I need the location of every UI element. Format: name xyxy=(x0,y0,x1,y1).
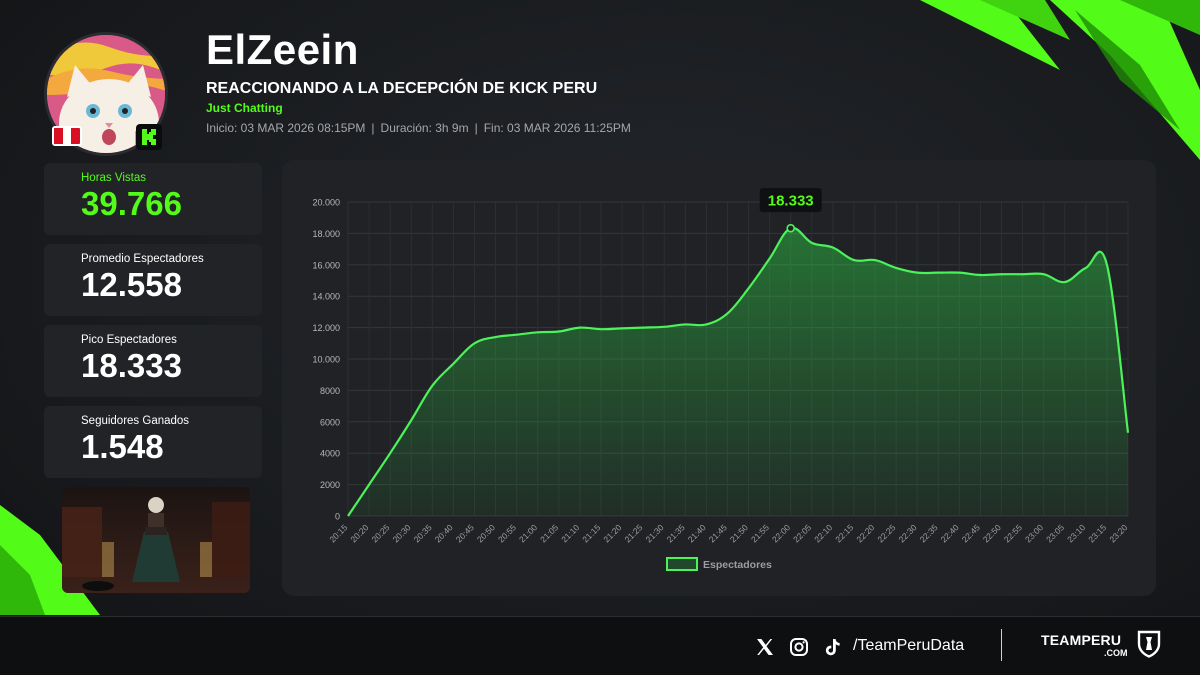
y-tick-label: 4000 xyxy=(320,449,340,459)
x-tick-label: 21:40 xyxy=(686,522,708,544)
stat-label: Seguidores Ganados xyxy=(81,415,190,427)
x-tick-label: 21:35 xyxy=(665,522,687,544)
x-tick-label: 22:10 xyxy=(812,522,834,544)
stat-label: Pico Espectadores xyxy=(81,334,177,346)
x-tick-label: 21:45 xyxy=(707,522,729,544)
y-tick-label: 16.000 xyxy=(312,260,340,270)
stream-title: REACCIONANDO A LA DECEPCIÓN DE KICK PERU xyxy=(206,80,598,97)
instagram-icon[interactable] xyxy=(789,637,809,657)
cat-avatar-icon xyxy=(47,35,165,153)
x-tick-label: 23:20 xyxy=(1107,522,1129,544)
legend-label[interactable]: Espectadores xyxy=(703,559,772,571)
separator: | xyxy=(371,121,375,135)
x-tick-label: 22:50 xyxy=(981,522,1003,544)
peak-label: 18.333 xyxy=(768,193,814,210)
x-tick-label: 22:40 xyxy=(939,522,961,544)
x-tick-label: 21:25 xyxy=(622,522,644,544)
separator: | xyxy=(474,121,478,135)
x-tick-label: 22:25 xyxy=(875,522,897,544)
x-tick-label: 21:50 xyxy=(728,522,750,544)
x-tick-label: 23:10 xyxy=(1065,522,1087,544)
x-tick-label: 20:45 xyxy=(454,522,476,544)
stat-value: 39.766 xyxy=(81,185,182,222)
y-tick-label: 0 xyxy=(335,512,340,522)
stream-end: Fin: 03 MAR 2026 11:25PM xyxy=(483,121,631,135)
brand-name: TEAMPERU xyxy=(1041,632,1122,648)
stat-card-hours-watched: Horas Vistas 39.766 xyxy=(44,163,262,235)
y-tick-label: 18.000 xyxy=(312,229,340,239)
stat-card-peak-viewers: Pico Espectadores 18.333 xyxy=(44,325,262,397)
x-tick-label: 22:15 xyxy=(833,522,855,544)
stream-start: Inicio: 03 MAR 2026 08:15PM xyxy=(206,121,366,135)
x-tick-label: 20:15 xyxy=(327,522,349,544)
stat-value: 12.558 xyxy=(81,266,182,303)
x-tick-label: 20:20 xyxy=(348,522,370,544)
x-tick-label: 22:45 xyxy=(960,522,982,544)
x-tick-label: 22:20 xyxy=(854,522,876,544)
peru-flag-icon xyxy=(52,126,82,146)
x-tick-label: 21:05 xyxy=(538,522,560,544)
y-tick-label: 20.000 xyxy=(312,198,340,208)
series-line-espectadores xyxy=(347,226,1130,517)
x-tick-label: 20:35 xyxy=(412,522,434,544)
brand-domain: .COM xyxy=(1104,648,1128,658)
peak-label-box xyxy=(759,188,822,213)
x-tick-label: 20:30 xyxy=(391,522,413,544)
x-tick-label: 23:00 xyxy=(1023,522,1045,544)
tiktok-icon[interactable] xyxy=(822,637,842,657)
x-tick-label: 23:05 xyxy=(1044,522,1066,544)
y-tick-label: 8000 xyxy=(320,386,340,396)
peak-point xyxy=(786,223,796,233)
x-tick-label: 20:40 xyxy=(433,522,455,544)
x-tick-label: 20:50 xyxy=(475,522,497,544)
footer-divider xyxy=(1001,629,1002,661)
stat-label: Promedio Espectadores xyxy=(81,253,204,265)
x-tick-label: 21:20 xyxy=(601,522,623,544)
y-tick-label: 10.000 xyxy=(312,355,340,365)
x-tick-label: 22:30 xyxy=(896,522,918,544)
stat-value: 1.548 xyxy=(81,428,164,465)
x-tick-label: 21:15 xyxy=(580,522,602,544)
green-slash-decoration-top-right xyxy=(920,0,1200,160)
stream-times: Inicio: 03 MAR 2026 08:15PM | Duración: 3h… xyxy=(206,121,631,135)
stat-value: 18.333 xyxy=(81,347,182,384)
series-area-espectadores xyxy=(348,227,1128,517)
x-tick-label: 21:55 xyxy=(749,522,771,544)
legend-swatch xyxy=(666,557,698,571)
x-tick-label: 22:35 xyxy=(918,522,940,544)
x-tick-label: 22:00 xyxy=(770,522,792,544)
social-handle[interactable]: /TeamPeruData xyxy=(853,637,965,654)
y-tick-label: 6000 xyxy=(320,417,340,427)
stat-card-followers-gained: Seguidores Ganados 1.548 xyxy=(44,406,262,478)
x-tick-label: 22:05 xyxy=(791,522,813,544)
x-tick-label: 20:25 xyxy=(369,522,391,544)
x-tick-label: 23:15 xyxy=(1086,522,1108,544)
stream-thumbnail xyxy=(62,487,250,593)
x-tick-label: 21:00 xyxy=(517,522,539,544)
viewers-chart-panel: 0 2000 4000 6000 8000 10.000 12.000 14.000 16.00… xyxy=(282,160,1156,596)
stat-label: Horas Vistas xyxy=(81,172,146,184)
stream-duration: Duración: 3h 9m xyxy=(380,121,469,135)
stream-scene-image xyxy=(62,487,250,593)
footer-bar xyxy=(0,616,1200,675)
y-tick-label: 14.000 xyxy=(312,292,340,302)
x-logo-icon[interactable] xyxy=(755,637,775,657)
y-tick-label: 2000 xyxy=(320,480,340,490)
teamperu-shield-icon xyxy=(1137,630,1161,658)
viewers-area-chart: 0 2000 4000 6000 8000 10.000 12.000 14.000 16.00… xyxy=(312,188,1130,571)
y-tick-label: 12.000 xyxy=(312,323,340,333)
streamer-name: ElZeein xyxy=(206,26,359,73)
x-tick-label: 20:55 xyxy=(496,522,518,544)
kick-logo-icon xyxy=(136,124,162,150)
x-tick-label: 21:10 xyxy=(559,522,581,544)
stat-card-average-viewers: Promedio Espectadores 12.558 xyxy=(44,244,262,316)
stream-category: Just Chatting xyxy=(206,101,283,115)
x-tick-label: 22:55 xyxy=(1002,522,1024,544)
x-tick-label: 21:30 xyxy=(644,522,666,544)
